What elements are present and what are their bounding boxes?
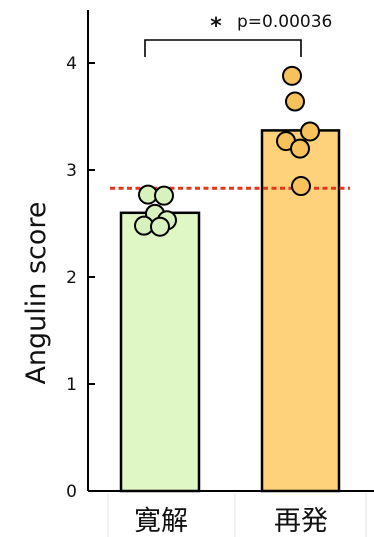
plot-area: 0 1 2 3 4 <box>66 10 374 537</box>
y-tick-label-3: 3 <box>66 161 77 181</box>
bar-remission <box>119 211 201 493</box>
point-relapse-1 <box>282 65 302 86</box>
y-tick-label-1: 1 <box>66 375 77 395</box>
x-tick-label-relapse: 再発 <box>274 506 328 537</box>
y-axis-label: Angulin score <box>21 201 52 384</box>
point-relapse-2 <box>285 91 305 112</box>
point-remission-6 <box>150 216 170 237</box>
x-tick-label-remission: 寛解 <box>134 506 188 537</box>
y-tick-label-0: 0 <box>66 482 77 502</box>
p-value-label: p=0.00036 <box>237 12 332 32</box>
point-remission-2 <box>154 185 174 206</box>
y-tick-label-4: 4 <box>66 54 77 74</box>
point-relapse-3 <box>300 121 320 142</box>
y-tick-label-2: 2 <box>66 268 77 288</box>
significance-bracket <box>144 39 302 57</box>
point-relapse-6 <box>291 176 311 197</box>
point-relapse-5 <box>290 138 310 159</box>
significance-star: * <box>210 14 222 39</box>
